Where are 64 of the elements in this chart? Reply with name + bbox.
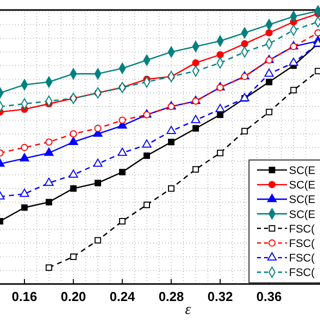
x-tick-label: 0.20 <box>60 289 86 304</box>
legend-label: SC(E <box>289 180 316 192</box>
point <box>45 138 53 146</box>
point <box>168 185 174 192</box>
point <box>290 86 297 94</box>
x-tick-label: 0.32 <box>208 289 233 304</box>
legend-label: FSC( <box>289 238 315 250</box>
point <box>266 78 272 86</box>
point <box>216 150 224 156</box>
x-tick-label: 0.24 <box>110 289 136 304</box>
point <box>266 108 272 116</box>
point <box>70 130 77 138</box>
point <box>216 51 224 58</box>
point <box>241 40 248 48</box>
point <box>265 56 273 64</box>
point <box>264 68 274 77</box>
point <box>118 116 126 124</box>
legend-label: FSC( <box>289 267 315 280</box>
legend-label: SC(E <box>289 208 316 221</box>
point <box>46 264 52 271</box>
point <box>144 202 150 208</box>
x-tick-label: 0.16 <box>12 289 38 304</box>
x-axis-title: ε <box>185 302 192 318</box>
point <box>192 59 200 66</box>
point <box>118 148 127 156</box>
point <box>166 126 176 134</box>
x-tick-label: 0.36 <box>256 289 282 304</box>
point <box>216 112 224 118</box>
point <box>94 180 102 186</box>
x-tick-label: 0.28 <box>158 289 184 304</box>
point <box>215 104 225 112</box>
point <box>288 58 298 66</box>
point <box>20 188 30 197</box>
point <box>70 253 77 260</box>
point <box>192 166 199 173</box>
point <box>168 138 174 146</box>
point <box>143 111 150 118</box>
legend-label: SC(E <box>289 165 316 177</box>
point <box>241 128 248 134</box>
legend-label: FSC( <box>289 223 315 236</box>
point <box>70 185 77 192</box>
point <box>314 68 320 74</box>
point <box>119 218 126 224</box>
point <box>119 168 126 176</box>
point <box>44 148 54 156</box>
legend-label: FSC( <box>289 252 315 265</box>
point <box>142 139 152 148</box>
point <box>46 198 52 206</box>
point <box>68 169 78 178</box>
point <box>20 153 30 162</box>
point <box>144 152 150 159</box>
legend-label: SC(E <box>289 194 316 206</box>
point <box>94 237 102 244</box>
point <box>44 178 54 186</box>
point <box>191 114 200 124</box>
point <box>21 204 28 211</box>
point <box>314 29 320 36</box>
point <box>93 158 103 167</box>
point <box>68 136 78 145</box>
point <box>94 124 102 132</box>
point <box>192 98 200 105</box>
point <box>192 125 199 132</box>
point <box>265 29 273 36</box>
point <box>20 144 28 152</box>
